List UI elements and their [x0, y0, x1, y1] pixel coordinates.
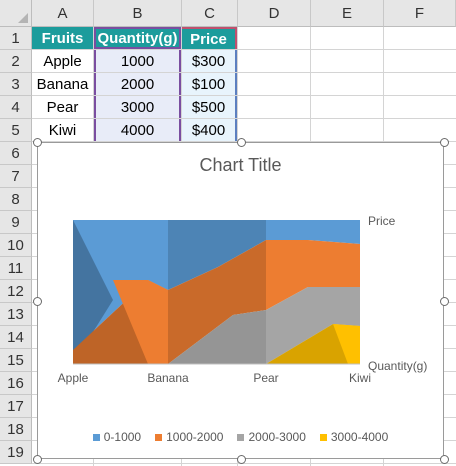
surface-facet-5	[113, 280, 168, 364]
row-header-8[interactable]: 8	[0, 188, 32, 211]
legend-label: 2000-3000	[248, 430, 306, 444]
surface-facet-9	[266, 287, 360, 364]
row-header-7[interactable]: 7	[0, 165, 32, 188]
legend-item-3000-4000[interactable]: 3000-4000	[319, 430, 389, 444]
column-header-d[interactable]: D	[238, 0, 311, 27]
row-header-17[interactable]: 17	[0, 395, 32, 418]
grid-row-line	[32, 49, 456, 50]
row-header-2[interactable]: 2	[0, 50, 32, 73]
surface-facet-1	[168, 220, 266, 290]
series-label-price: Price	[368, 214, 396, 228]
surface-facet-10	[266, 324, 360, 364]
legend-swatch	[237, 433, 245, 441]
fruit-cell[interactable]: Apple	[32, 50, 93, 72]
legend-label: 1000-2000	[166, 430, 224, 444]
surface-facet-2	[266, 220, 360, 244]
grid-row-line	[32, 72, 456, 73]
chart-legend[interactable]: 0-1000 1000-2000 2000-3000 3000-4000	[38, 430, 443, 444]
legend-swatch	[92, 433, 100, 441]
chart-area[interactable]: Chart Title Apple Banana Pear Kiwi Price Quan…	[37, 142, 444, 459]
price-cell[interactable]: $400	[182, 119, 237, 141]
fruit-cell[interactable]: Pear	[32, 96, 93, 118]
price-cell[interactable]: $100	[182, 73, 237, 95]
row-header-4[interactable]: 4	[0, 96, 32, 119]
surface-facet-11	[333, 324, 360, 364]
surface-facet-3	[73, 220, 113, 364]
select-all-corner[interactable]	[0, 0, 32, 27]
grid-row-line	[32, 95, 456, 96]
grid-row-line	[32, 118, 456, 119]
legend-label: 3000-4000	[330, 430, 389, 444]
column-header-a[interactable]: A	[32, 0, 94, 27]
chart-resize-handle-4[interactable]	[440, 296, 449, 306]
select-all-triangle-icon	[18, 13, 28, 23]
chart-resize-handle-6[interactable]	[236, 455, 246, 464]
row-header-5[interactable]: 5	[0, 119, 32, 142]
header-cell-price[interactable]: Price	[182, 27, 237, 49]
row-header-19[interactable]: 19	[0, 441, 32, 464]
header-cell-fruits[interactable]: Fruits	[32, 27, 93, 49]
column-header-f[interactable]: F	[384, 0, 456, 27]
chart-resize-handle-1[interactable]	[236, 138, 246, 147]
legend-label: 0-1000	[103, 430, 142, 444]
category-label-banana: Banana	[147, 371, 189, 385]
surface-plot[interactable]: Apple Banana Pear Kiwi Price Quantity(g)	[38, 143, 443, 458]
row-header-6[interactable]: 6	[0, 142, 32, 165]
row-header-10[interactable]: 10	[0, 234, 32, 257]
price-cell[interactable]: $500	[182, 96, 237, 118]
category-label-pear: Pear	[253, 371, 278, 385]
legend-item-2000-3000[interactable]: 2000-3000	[237, 430, 306, 444]
row-header-13[interactable]: 13	[0, 303, 32, 326]
legend-swatch	[155, 433, 163, 441]
quantity-cell[interactable]: 3000	[94, 96, 181, 118]
row-header-9[interactable]: 9	[0, 211, 32, 234]
row-header-12[interactable]: 12	[0, 280, 32, 303]
column-header-c[interactable]: C	[182, 0, 238, 27]
surface-facet-6	[168, 240, 266, 364]
quantity-cell[interactable]: 4000	[94, 119, 181, 141]
grid-row-line	[32, 463, 456, 464]
row-header-18[interactable]: 18	[0, 418, 32, 441]
chart-resize-handle-2[interactable]	[440, 138, 449, 147]
surface-facet-7	[266, 240, 360, 310]
category-label-apple: Apple	[58, 371, 89, 385]
row-header-11[interactable]: 11	[0, 257, 32, 280]
row-header-14[interactable]: 14	[0, 326, 32, 349]
column-header-e[interactable]: E	[311, 0, 384, 27]
quantity-cell[interactable]: 1000	[94, 50, 181, 72]
category-label-kiwi: Kiwi	[349, 371, 371, 385]
legend-swatch	[319, 433, 327, 441]
row-header-15[interactable]: 15	[0, 349, 32, 372]
surface-facet-8	[168, 310, 266, 364]
row-header-1[interactable]: 1	[0, 27, 32, 50]
legend-item-1000-2000[interactable]: 1000-2000	[155, 430, 223, 444]
fruit-cell[interactable]: Banana	[32, 73, 93, 95]
chart-resize-handle-7[interactable]	[440, 455, 449, 464]
row-header-3[interactable]: 3	[0, 73, 32, 96]
chart-title[interactable]: Chart Title	[199, 155, 282, 175]
column-header-b[interactable]: B	[94, 0, 182, 27]
fruit-cell[interactable]: Kiwi	[32, 119, 93, 141]
legend-item-0-1000[interactable]: 0-1000	[92, 430, 142, 444]
price-cell[interactable]: $300	[182, 50, 237, 72]
chart-resize-handle-5[interactable]	[33, 455, 42, 464]
series-label-quantity: Quantity(g)	[368, 359, 427, 373]
chart-resize-handle-3[interactable]	[33, 296, 42, 306]
chart-resize-handle-0[interactable]	[33, 138, 42, 147]
header-cell-quantityg[interactable]: Quantity(g)	[94, 27, 181, 49]
row-header-16[interactable]: 16	[0, 372, 32, 395]
quantity-cell[interactable]: 2000	[94, 73, 181, 95]
